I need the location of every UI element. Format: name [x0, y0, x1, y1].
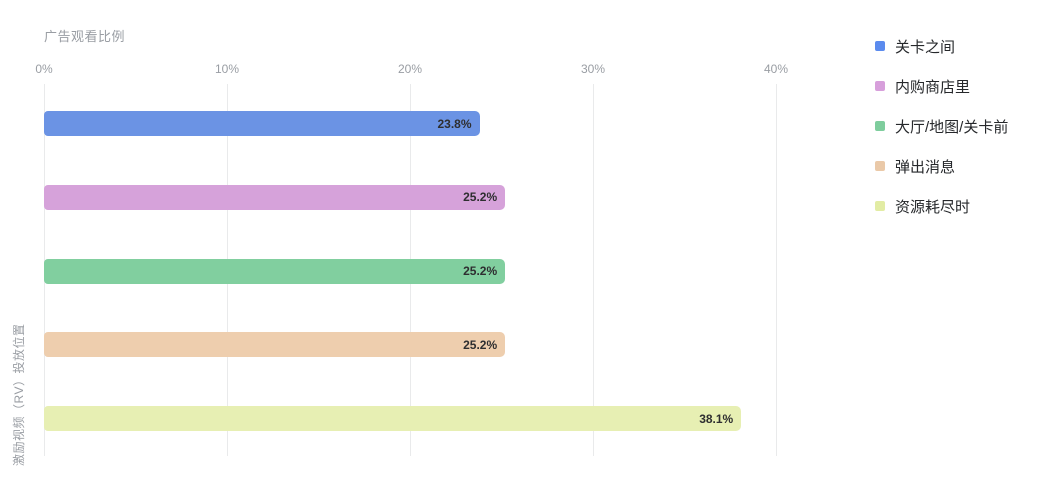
- legend-item-label: 弹出消息: [895, 158, 956, 176]
- bar-value-label: 23.8%: [437, 116, 472, 131]
- bar-value-label: 25.2%: [463, 337, 498, 352]
- legend-color-swatch-icon: [875, 121, 885, 131]
- bar-value-label: 38.1%: [699, 411, 734, 426]
- x-axis-tick-label: 30%: [580, 62, 606, 76]
- bar-value-label: 25.2%: [463, 264, 498, 278]
- chart-title: 广告观看比例: [44, 29, 126, 44]
- legend-item-5[interactable]: 资源耗尽时: [875, 198, 1008, 216]
- bar-3[interactable]: 25.2%: [44, 258, 506, 284]
- gridline: [776, 84, 777, 456]
- legend-item-4[interactable]: 弹出消息: [875, 158, 1008, 176]
- legend-color-swatch-icon: [875, 41, 885, 51]
- gridline: [593, 84, 594, 456]
- legend-item-3[interactable]: 大厅/地图/关卡前: [875, 118, 1009, 136]
- bar-value-label: 25.2%: [463, 190, 498, 205]
- bar-5[interactable]: 38.1%: [44, 406, 742, 431]
- legend-item-label: 内购商店里: [895, 78, 971, 96]
- bar-4[interactable]: 25.2%: [44, 332, 506, 358]
- plot-area: 0% 10% 20% 30% 40% 23.8% 25.2% 25.2% 25.2% 38.1%: [35, 62, 789, 456]
- legend-color-swatch-icon: [875, 81, 885, 91]
- x-axis-tick-label: 20%: [397, 62, 423, 76]
- legend-item-label: 关卡之间: [895, 38, 956, 56]
- x-axis-tick-label: 0%: [35, 62, 53, 76]
- legend-item-label: 资源耗尽时: [895, 198, 971, 216]
- x-axis-tick-label: 40%: [763, 62, 789, 76]
- legend-color-swatch-icon: [875, 161, 885, 171]
- legend: 关卡之间内购商店里大厅/地图/关卡前 弹出消息资源耗尽时: [875, 38, 1008, 238]
- bar-2[interactable]: 25.2%: [44, 184, 506, 210]
- legend-item-label: 大厅/地图/关卡前: [895, 118, 1009, 136]
- legend-color-swatch-icon: [875, 201, 885, 211]
- bar-1[interactable]: 23.8%: [44, 111, 480, 136]
- legend-item-2[interactable]: 内购商店里: [875, 78, 1008, 96]
- legend-item-1[interactable]: 关卡之间: [875, 38, 1008, 56]
- x-axis-tick-label: 10%: [214, 62, 240, 76]
